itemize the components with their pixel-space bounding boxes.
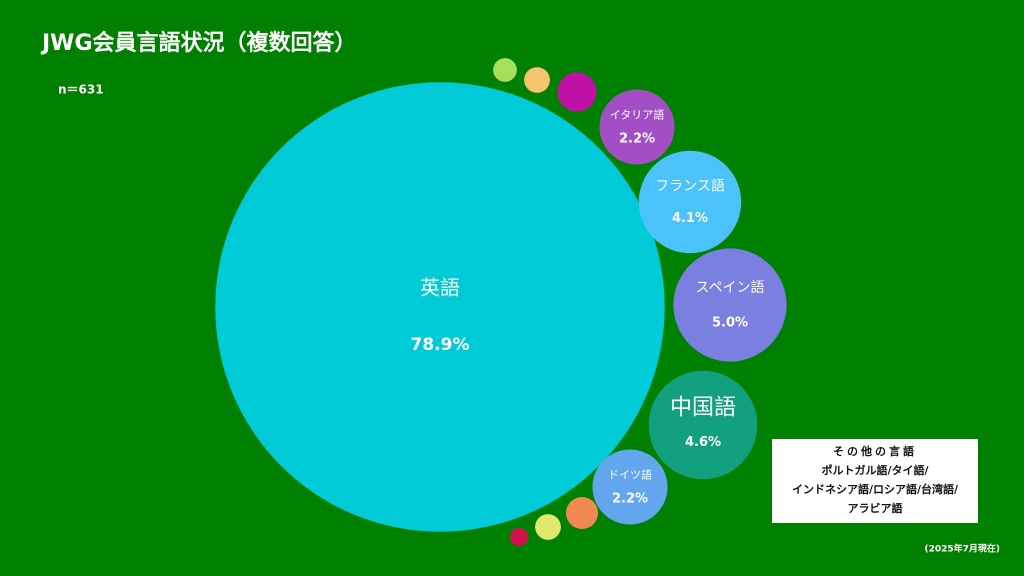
- bubble: [509, 527, 529, 547]
- chart-title: JWG会員言語状況（複数回答）: [40, 30, 357, 56]
- bubble: [493, 58, 517, 82]
- note-title: その他の言語: [833, 444, 917, 458]
- bubble: [535, 514, 561, 540]
- value-label: 4.1%: [672, 211, 708, 226]
- sample-size: n＝631: [58, 83, 104, 97]
- value-label: 2.2%: [612, 492, 648, 507]
- bubble-label: 英語: [420, 276, 460, 300]
- value-label: 4.6%: [685, 435, 721, 450]
- bubble: [215, 82, 665, 532]
- bubble-label: スペイン語: [695, 280, 764, 296]
- bubble-label: フランス語: [655, 179, 725, 195]
- bubble: [524, 67, 550, 93]
- bubble: [565, 496, 599, 530]
- bubble: [599, 89, 675, 165]
- date-note: (2025年7月現在): [924, 543, 1000, 555]
- note-line: インドネシア語/ロシア語/台湾語/: [792, 482, 959, 496]
- note-line: アラビア語: [848, 501, 903, 515]
- bubble-label: イタリア語: [610, 108, 665, 122]
- value-label: 5.0%: [712, 316, 748, 331]
- value-label: 2.2%: [619, 132, 655, 147]
- bubble: [592, 449, 668, 525]
- value-label: 78.9%: [411, 335, 470, 355]
- bubble-label: 中国語: [670, 396, 736, 421]
- bubble: [648, 370, 758, 480]
- bubble-label: ドイツ語: [608, 468, 652, 482]
- bubble: [557, 72, 597, 112]
- bubble: [638, 150, 742, 254]
- bubble: [673, 248, 787, 362]
- note-box: [772, 439, 978, 523]
- note-line: ポルトガル語/タイ語/: [821, 463, 929, 477]
